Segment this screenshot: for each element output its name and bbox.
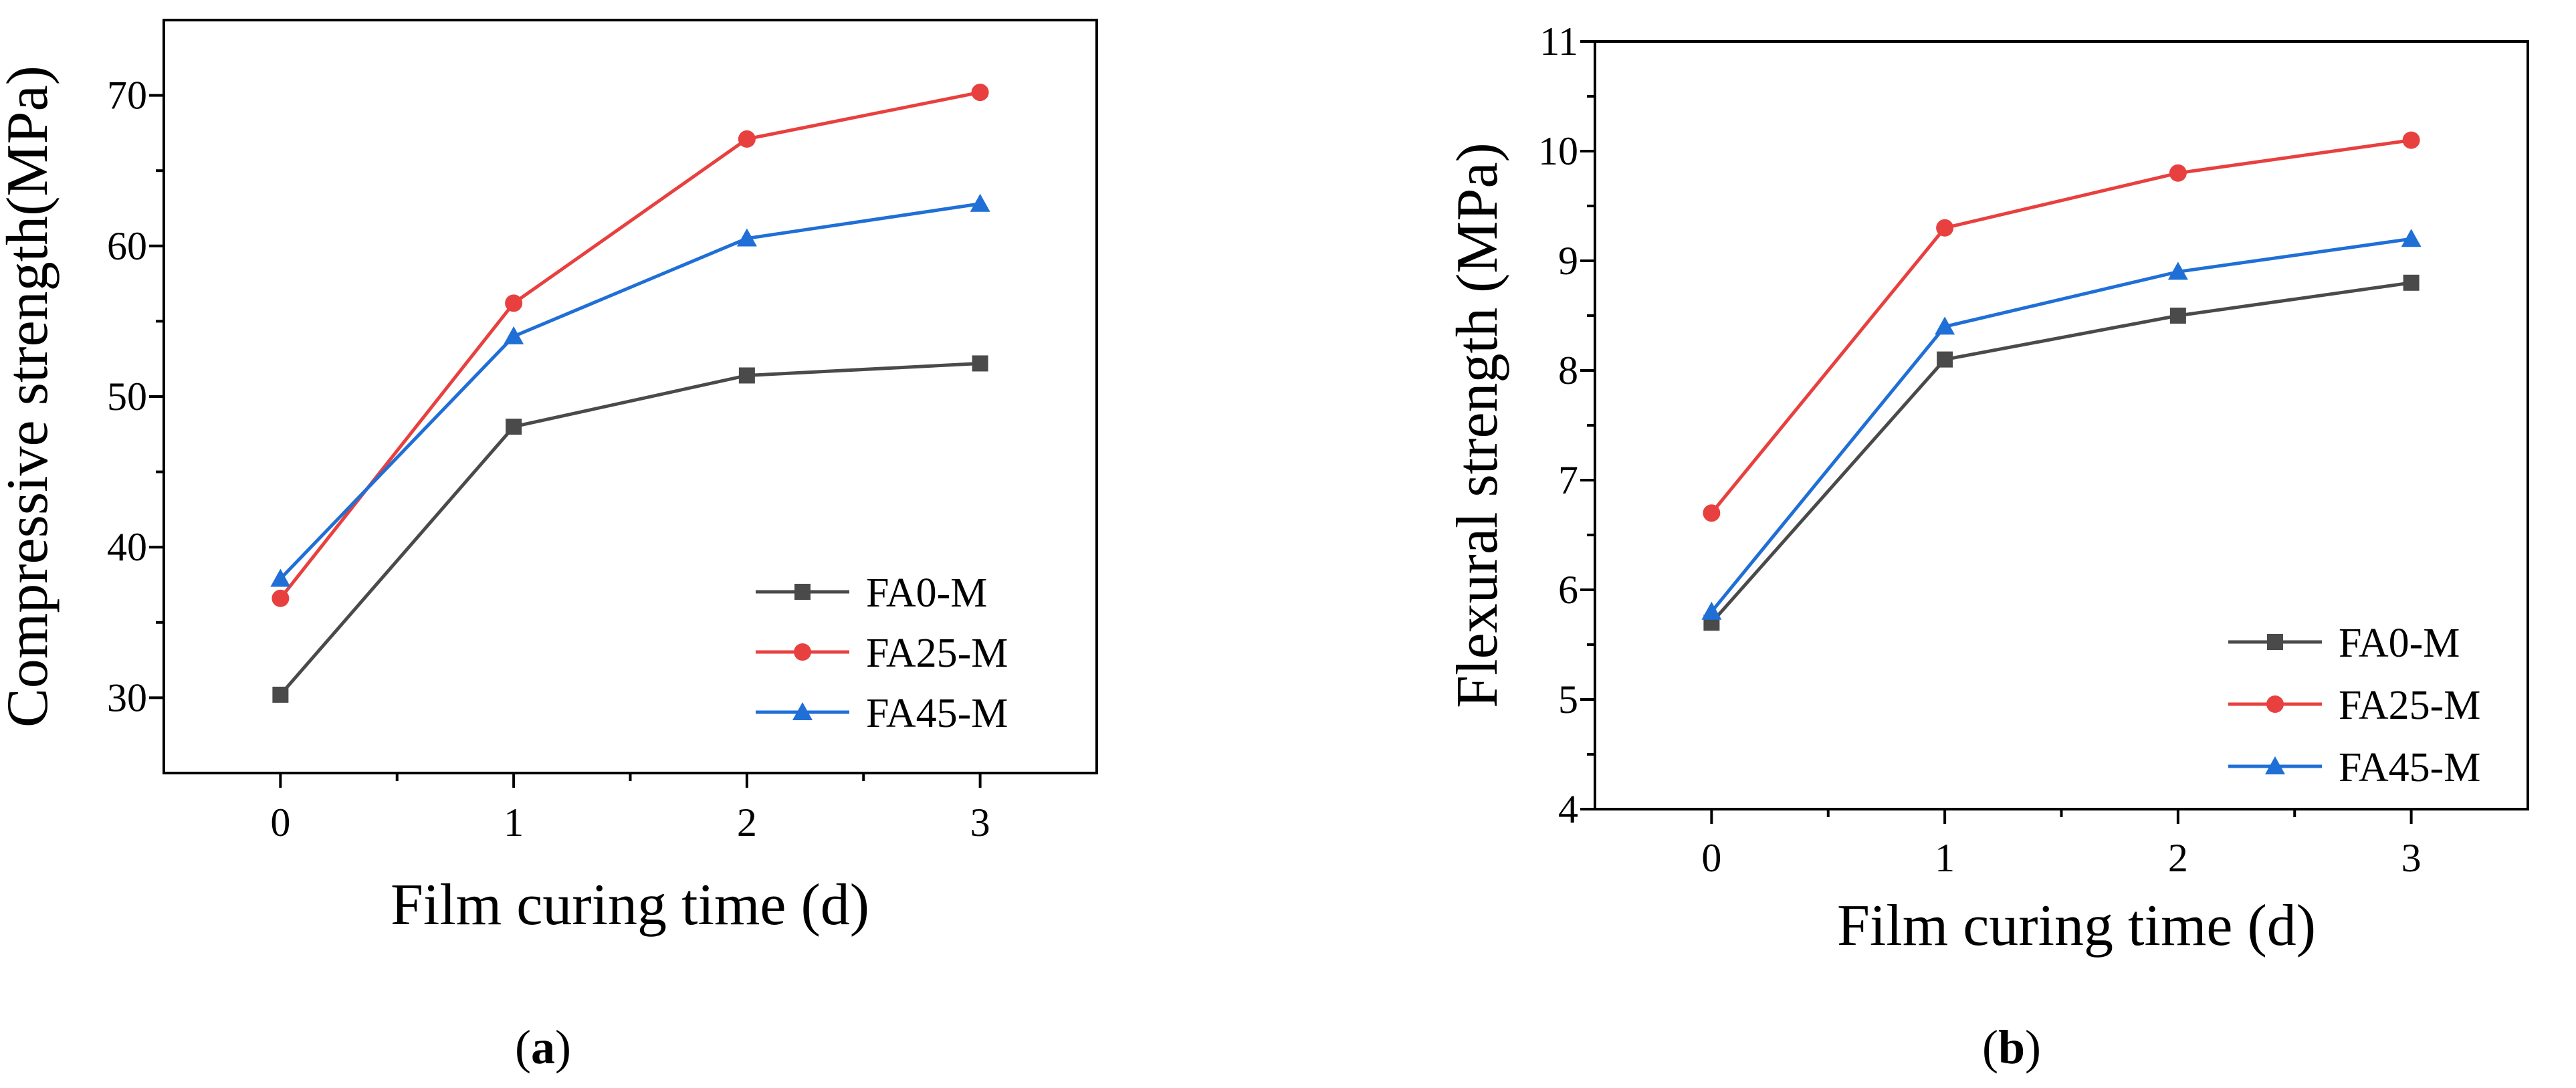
data-point-fa0-m bbox=[506, 419, 522, 435]
y-tick-label: 7 bbox=[1558, 458, 1578, 502]
legend-label: FA0-M bbox=[866, 570, 987, 616]
y-tick-label: 60 bbox=[107, 224, 147, 268]
y-tick-label: 5 bbox=[1558, 677, 1578, 722]
chart-flexural-strength: 0 1 2 3 4 5 6 7 8 9 10 11 FA0-M FA25-M FA45-M Film curi… bbox=[1445, 19, 2529, 1074]
data-point-fa0-m bbox=[2403, 274, 2420, 291]
panel-label-close-paren: ) bbox=[2025, 1020, 2041, 1074]
data-point-fa0-m bbox=[1937, 351, 1953, 368]
x-axis-label: Film curing time (d) bbox=[391, 873, 869, 938]
data-point-fa45-m bbox=[736, 228, 757, 247]
legend-marker-fa45-m bbox=[2265, 756, 2285, 774]
panel-label-letter: a bbox=[531, 1020, 555, 1074]
data-point-fa0-m bbox=[738, 367, 755, 384]
legend-marker-fa0-m bbox=[2267, 634, 2283, 650]
y-tick-label: 50 bbox=[107, 374, 147, 419]
panel-label-letter: b bbox=[1998, 1020, 2025, 1074]
x-tick-label: 1 bbox=[1935, 836, 1955, 880]
data-point-fa25-m bbox=[738, 130, 756, 148]
y-tick-label: 40 bbox=[107, 525, 147, 569]
data-point-fa45-m bbox=[504, 326, 524, 344]
data-point-fa25-m bbox=[2169, 164, 2187, 182]
y-tick-label: 11 bbox=[1539, 19, 1578, 64]
data-point-fa25-m bbox=[1936, 219, 1954, 237]
x-tick-label: 0 bbox=[1701, 836, 1721, 880]
x-tick-label: 3 bbox=[970, 800, 990, 845]
data-point-fa0-m bbox=[272, 686, 289, 703]
y-tick-label: 4 bbox=[1558, 787, 1578, 831]
x-tick-label: 2 bbox=[2168, 836, 2188, 880]
x-tick-label: 2 bbox=[737, 800, 757, 845]
data-point-fa25-m bbox=[1703, 504, 1721, 522]
y-axis-label: Compressive strength(MPa) bbox=[0, 66, 60, 728]
series-line-fa25-m bbox=[1710, 138, 2411, 514]
series-line-fa25-m bbox=[279, 90, 981, 600]
x-tick-label: 0 bbox=[270, 800, 290, 845]
series-line-fa0-m bbox=[1710, 281, 2411, 624]
data-point-fa45-m bbox=[970, 193, 990, 212]
data-point-fa45-m bbox=[2167, 261, 2188, 280]
legend-label: FA0-M bbox=[2339, 621, 2460, 666]
data-point-fa25-m bbox=[505, 294, 523, 312]
legend-marker-fa25-m bbox=[2266, 695, 2284, 713]
x-tick-label: 1 bbox=[504, 800, 524, 845]
y-tick-label: 30 bbox=[107, 675, 147, 720]
y-tick-label: 8 bbox=[1558, 348, 1578, 393]
data-point-fa25-m bbox=[971, 84, 989, 102]
data-point-fa45-m bbox=[2401, 229, 2422, 247]
x-tick-label: 3 bbox=[2401, 836, 2422, 880]
panel-label-open-paren: ( bbox=[515, 1020, 531, 1074]
data-point-fa0-m bbox=[2169, 308, 2186, 324]
data-point-fa45-m bbox=[1701, 601, 1722, 620]
legend-label: FA45-M bbox=[2339, 745, 2480, 790]
data-point-fa0-m bbox=[972, 355, 988, 372]
legend-marker-fa45-m bbox=[792, 702, 813, 720]
legend-label: FA25-M bbox=[866, 631, 1008, 676]
y-tick-label: 70 bbox=[107, 74, 147, 118]
y-axis-label: Flexural strength (MPa) bbox=[1445, 142, 1510, 708]
data-point-fa45-m bbox=[1935, 316, 1955, 335]
panel-label: (a) bbox=[515, 1020, 571, 1074]
series-line-fa45-m bbox=[279, 202, 980, 580]
data-point-fa25-m bbox=[272, 589, 290, 607]
chart-compressive-strength: 0 1 2 3 30 40 50 60 70 FA0-M FA25-M FA45-M Film curi… bbox=[0, 19, 1098, 1074]
panel-label: (b) bbox=[1982, 1020, 2041, 1074]
panel-label-open-paren: ( bbox=[1982, 1020, 1998, 1074]
legend-marker-fa25-m bbox=[794, 643, 811, 661]
series-line-fa45-m bbox=[1710, 237, 2411, 613]
panel-label-close-paren: ) bbox=[555, 1020, 571, 1074]
data-point-fa25-m bbox=[2402, 131, 2420, 149]
y-tick-label: 10 bbox=[1538, 129, 1578, 173]
x-axis-label: Film curing time (d) bbox=[1837, 893, 2316, 958]
legend-label: FA45-M bbox=[866, 691, 1008, 736]
y-tick-label: 6 bbox=[1558, 568, 1578, 612]
legend-label: FA25-M bbox=[2339, 683, 2480, 728]
y-tick-label: 9 bbox=[1558, 239, 1578, 283]
legend-marker-fa0-m bbox=[794, 584, 811, 600]
series-line-fa0-m bbox=[279, 361, 980, 696]
data-point-fa45-m bbox=[270, 568, 291, 587]
